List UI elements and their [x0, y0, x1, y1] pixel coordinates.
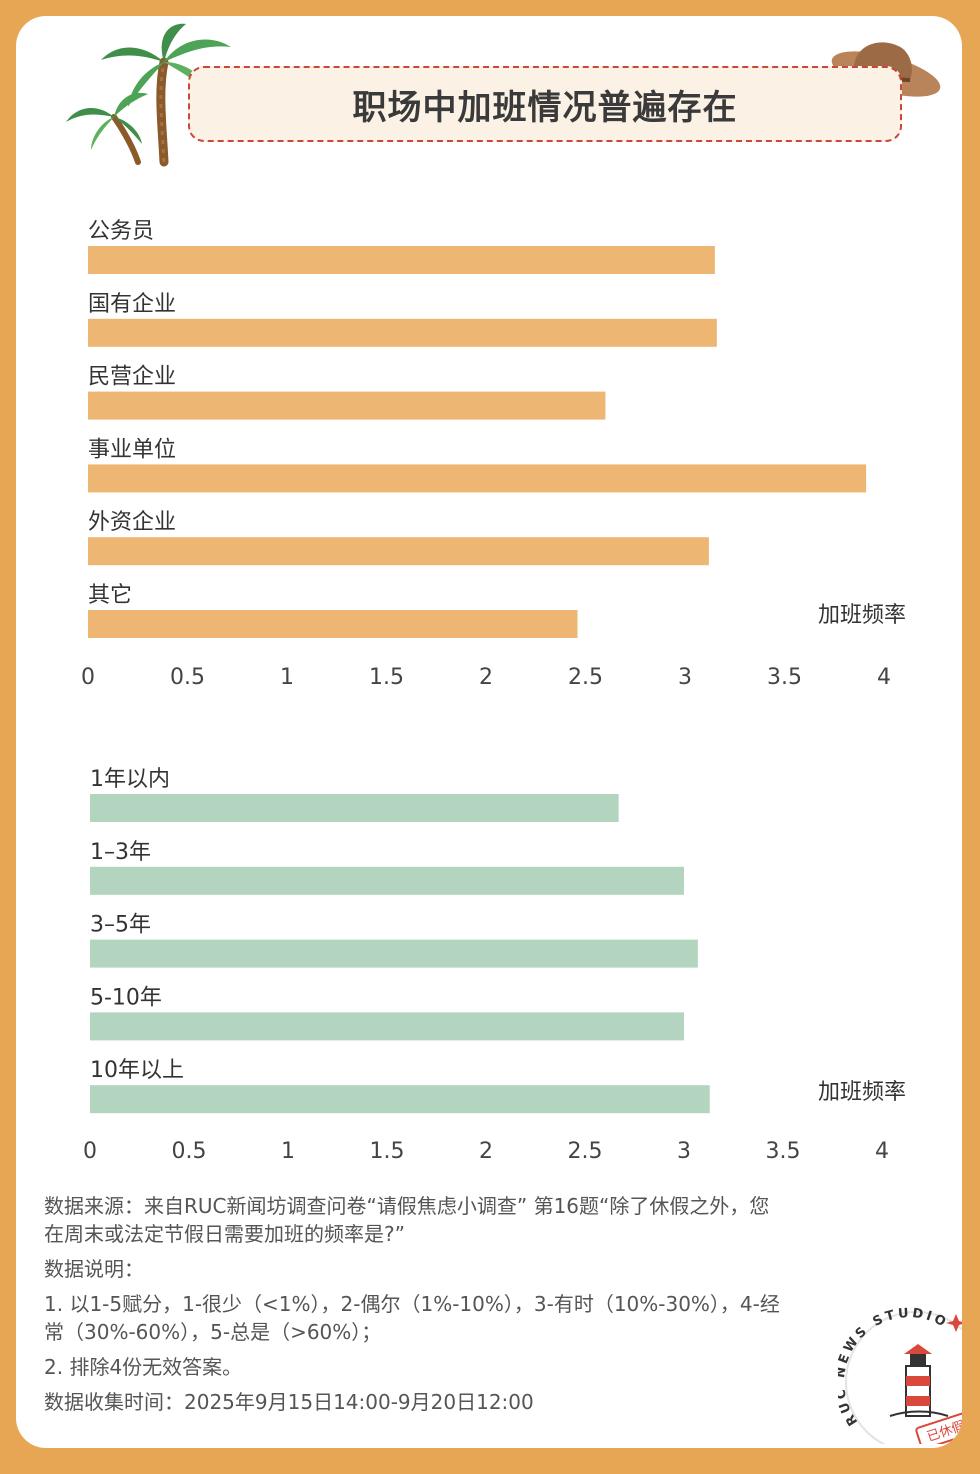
bar — [90, 794, 619, 822]
data-desc-2: 2. 排除4份无效答案。 — [44, 1355, 243, 1379]
tick-label: 3.5 — [766, 1139, 801, 1164]
bar — [88, 318, 717, 347]
bar — [88, 246, 715, 274]
page-title: 职场中加班情况普遍存在 — [352, 87, 738, 128]
bar — [88, 464, 867, 493]
data-desc-title: 数据说明： — [44, 1257, 144, 1281]
title-box: 职场中加班情况普遍存在 — [188, 66, 902, 142]
data-source: 数据来源：来自RUC新闻坊调查问卷“请假焦虑小调查” 第16题“除了休假之外，您… — [44, 1194, 770, 1246]
tick-label: 0 — [83, 1139, 97, 1164]
logo-ring-text: RUC NEWS STUDIO — [838, 1306, 948, 1428]
tick-label: 0.5 — [170, 665, 205, 690]
tick-label: 3.5 — [767, 665, 802, 690]
category-label: 1年以内 — [90, 767, 170, 792]
category-label: 公务员 — [88, 219, 154, 244]
bar — [90, 1085, 710, 1114]
tick-label: 2.5 — [568, 1139, 603, 1164]
tick-label: 3 — [677, 1139, 691, 1164]
category-label: 民营企业 — [88, 365, 176, 390]
tick-label: 1 — [280, 665, 294, 690]
tick-label: 4 — [877, 665, 891, 690]
card: 职场中加班情况普遍存在 公务员国有企业民营企业事业单位外资企业其它加班频率 0 0.… — [16, 16, 962, 1448]
tick-label: 0 — [81, 665, 95, 690]
data-time: 数据收集时间：2025年9月15日14:00-9月20日12:00 — [44, 1390, 534, 1414]
category-label: 10年以上 — [90, 1058, 184, 1083]
tick-label: 1.5 — [370, 1139, 405, 1164]
bar — [88, 391, 606, 420]
bar — [88, 610, 578, 638]
palm-tree-icon — [66, 23, 231, 167]
data-desc-1: 1. 以1-5赋分，1-很少（<1%），2-偶尔（1%-10%），3-有时（10… — [44, 1292, 780, 1344]
category-label: 外资企业 — [88, 510, 176, 535]
tick-label: 2 — [479, 1139, 493, 1164]
axis-label: 加班频率 — [818, 603, 906, 628]
bar — [88, 537, 709, 566]
category-label: 1–3年 — [90, 840, 151, 865]
ruc-news-studio-logo: RUC NEWS STUDIO 已休假 — [838, 1306, 962, 1444]
tick-label: 1.5 — [369, 665, 404, 690]
data-notes: 数据来源：来自RUC新闻坊调查问卷“请假焦虑小调查” 第16题“除了休假之外，您… — [44, 1192, 784, 1423]
tick-label: 2.5 — [568, 665, 603, 690]
bar — [90, 939, 698, 968]
tick-label: 1 — [281, 1139, 295, 1164]
bar — [90, 866, 684, 895]
category-label: 国有企业 — [88, 292, 176, 317]
category-label: 3–5年 — [90, 913, 151, 938]
tick-label: 0.5 — [172, 1139, 207, 1164]
tick-label: 3 — [678, 665, 692, 690]
category-label: 其它 — [88, 583, 132, 608]
tick-label: 4 — [875, 1139, 889, 1164]
category-label: 事业单位 — [88, 437, 176, 462]
tick-label: 2 — [479, 665, 493, 690]
bar — [90, 1012, 684, 1041]
axis-label: 加班频率 — [818, 1080, 906, 1105]
svg-text:RUC NEWS STUDIO: RUC NEWS STUDIO — [838, 1306, 951, 1428]
category-label: 5-10年 — [90, 985, 162, 1010]
